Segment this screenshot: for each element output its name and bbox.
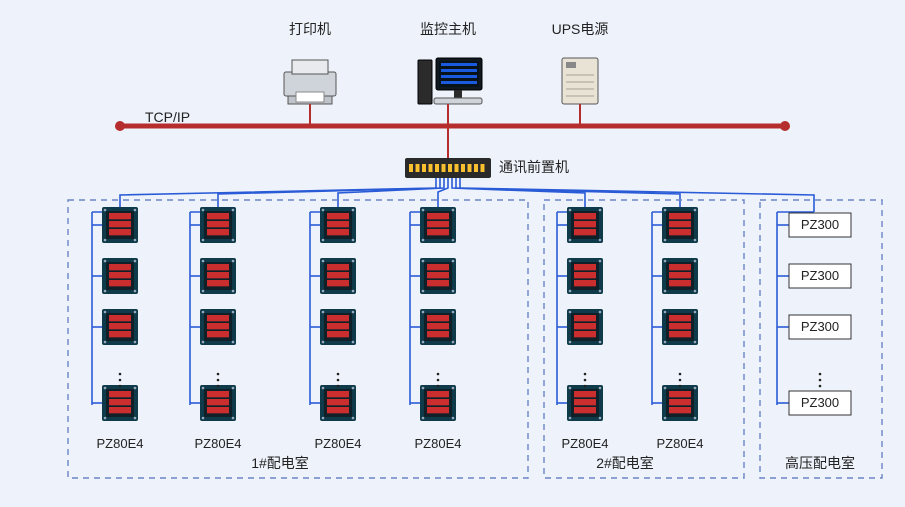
column-label: PZ80E4 [97, 436, 144, 451]
ellipsis-dot [679, 385, 682, 388]
power-meter-icon [662, 207, 698, 243]
power-meter-icon [200, 309, 236, 345]
power-meter-icon [320, 309, 356, 345]
ellipsis-dot [337, 373, 340, 376]
power-meter-icon [567, 309, 603, 345]
power-meter-icon [662, 385, 698, 421]
ellipsis-dot [337, 379, 340, 382]
ellipsis-dot [437, 373, 440, 376]
power-meter-icon [567, 207, 603, 243]
bus-endcap-left [115, 121, 125, 131]
fanout-wire [218, 178, 440, 212]
power-meter-icon [420, 207, 456, 243]
ellipsis-dot [217, 385, 220, 388]
power-meter-icon [662, 258, 698, 294]
ellipsis-dot [119, 379, 122, 382]
column-label: PZ80E4 [415, 436, 462, 451]
power-meter-icon [320, 385, 356, 421]
hv-device-label: PZ300 [801, 319, 839, 334]
power-meter-icon [420, 385, 456, 421]
power-meter-icon [567, 385, 603, 421]
ellipsis-dot [217, 379, 220, 382]
power-meter-icon [200, 258, 236, 294]
printer-label: 打印机 [289, 21, 331, 37]
column-label: PZ80E4 [315, 436, 362, 451]
switch-label: 通讯前置机 [499, 159, 569, 175]
ellipsis-dot [819, 373, 822, 376]
host-label: 监控主机 [420, 21, 476, 37]
fanout-wire [452, 178, 585, 212]
ellipsis-dot [679, 373, 682, 376]
hv-device-label: PZ300 [801, 217, 839, 232]
ellipsis-dot [819, 385, 822, 388]
monitor-host-icon [418, 58, 482, 104]
switch-icon [405, 158, 491, 178]
ellipsis-dot [119, 373, 122, 376]
ellipsis-dot [119, 385, 122, 388]
ellipsis-dot [217, 373, 220, 376]
hv-device-label: PZ300 [801, 268, 839, 283]
power-meter-icon [102, 207, 138, 243]
ellipsis-dot [437, 385, 440, 388]
hv-label: 高压配电室 [785, 455, 855, 471]
ups-label: UPS电源 [552, 21, 609, 37]
fanout-wire [338, 178, 444, 212]
ellipsis-dot [679, 379, 682, 382]
power-meter-icon [420, 309, 456, 345]
ellipsis-dot [819, 379, 822, 382]
protocol-label: TCP/IP [145, 109, 190, 125]
ellipsis-dot [584, 379, 587, 382]
power-meter-icon [420, 258, 456, 294]
room2-label: 2#配电室 [596, 455, 654, 471]
hv-device-label: PZ300 [801, 395, 839, 410]
ellipsis-dot [584, 373, 587, 376]
power-meter-icon [200, 207, 236, 243]
fanout-wire [460, 178, 814, 212]
ups-icon [562, 58, 598, 104]
network-diagram: TCP/IP 打印机 监控主机 UPS电源通讯前置机 1#配电室 2#配电室 高压配电室 PZ… [0, 0, 905, 507]
power-meter-icon [102, 385, 138, 421]
power-meter-icon [320, 207, 356, 243]
bus-endcap-right [780, 121, 790, 131]
column-label: PZ80E4 [195, 436, 242, 451]
power-meter-icon [662, 309, 698, 345]
power-meter-icon [102, 309, 138, 345]
fanout-wire [456, 178, 680, 212]
ellipsis-dot [437, 379, 440, 382]
power-meter-icon [102, 258, 138, 294]
power-meter-icon [320, 258, 356, 294]
room1-label: 1#配电室 [251, 455, 309, 471]
printer-icon [284, 60, 336, 104]
power-meter-icon [567, 258, 603, 294]
power-meter-icon [200, 385, 236, 421]
column-label: PZ80E4 [562, 436, 609, 451]
fanout-wire [120, 178, 436, 212]
ellipsis-dot [337, 385, 340, 388]
ellipsis-dot [584, 385, 587, 388]
column-label: PZ80E4 [657, 436, 704, 451]
